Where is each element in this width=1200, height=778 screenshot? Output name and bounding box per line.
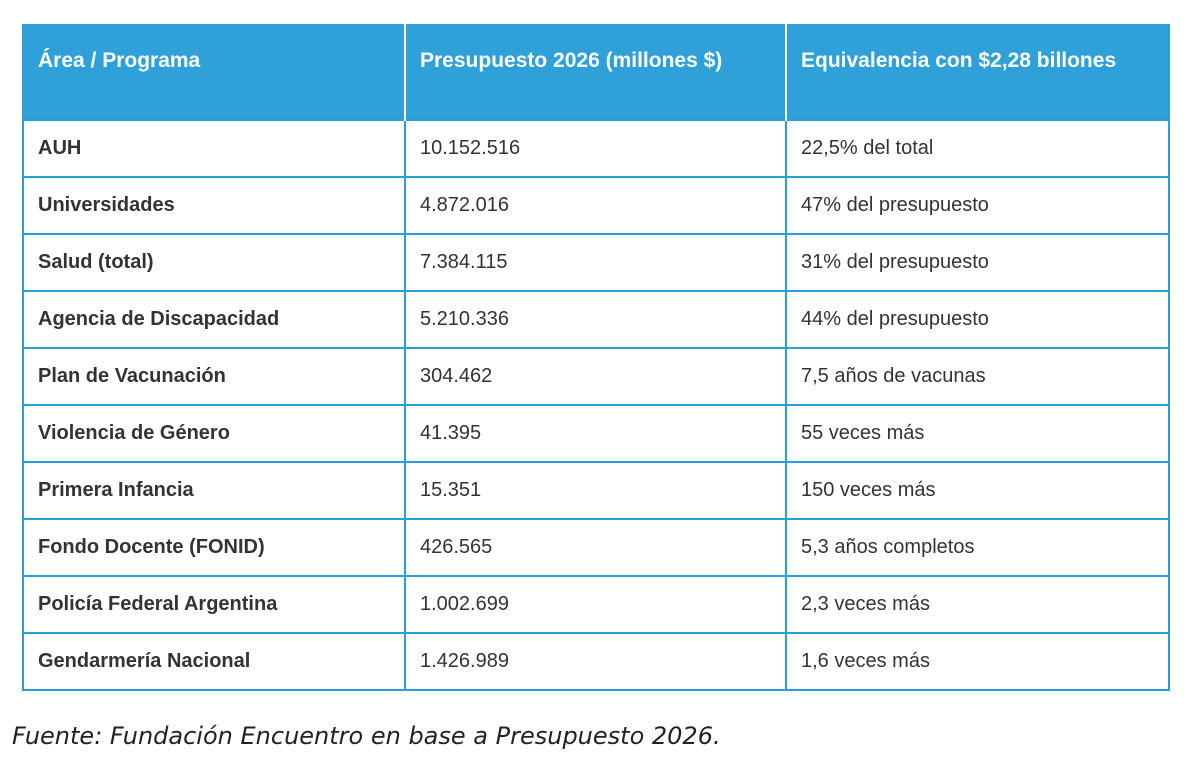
cell-budget: 41.395 — [404, 404, 787, 463]
budget-table-container: Área / Programa Presupuesto 2026 (millon… — [22, 24, 1170, 691]
cell-area: Primera Infancia — [22, 461, 406, 520]
cell-equivalence: 47% del presupuesto — [785, 176, 1170, 235]
cell-area: Fondo Docente (FONID) — [22, 518, 406, 577]
source-note: Fuente: Fundación Encuentro en base a Pr… — [12, 722, 721, 750]
cell-equivalence: 1,6 veces más — [785, 632, 1170, 691]
cell-budget: 1.002.699 — [404, 575, 787, 634]
table-row: Violencia de Género 41.395 55 veces más — [22, 404, 1170, 463]
cell-budget: 4.872.016 — [404, 176, 787, 235]
table-row: Policía Federal Argentina 1.002.699 2,3 ve… — [22, 575, 1170, 634]
table-row: Gendarmería Nacional 1.426.989 1,6 veces m… — [22, 632, 1170, 691]
cell-area: Gendarmería Nacional — [22, 632, 406, 691]
cell-area: Agencia de Discapacidad — [22, 290, 406, 349]
cell-budget: 1.426.989 — [404, 632, 787, 691]
cell-budget: 7.384.115 — [404, 233, 787, 292]
cell-equivalence: 31% del presupuesto — [785, 233, 1170, 292]
cell-budget: 304.462 — [404, 347, 787, 406]
table-row: Plan de Vacunación 304.462 7,5 años de vac… — [22, 347, 1170, 406]
header-area: Área / Programa — [22, 24, 406, 120]
cell-budget: 5.210.336 — [404, 290, 787, 349]
table-row: Primera Infancia 15.351 150 veces más — [22, 461, 1170, 520]
cell-equivalence: 44% del presupuesto — [785, 290, 1170, 349]
cell-equivalence: 150 veces más — [785, 461, 1170, 520]
table-header: Área / Programa Presupuesto 2026 (millon… — [22, 24, 1170, 120]
table-row: Salud (total) 7.384.115 31% del presupuest… — [22, 233, 1170, 292]
table-row: Fondo Docente (FONID) 426.565 5,3 años com… — [22, 518, 1170, 577]
table-row: AUH 10.152.516 22,5% del total — [22, 119, 1170, 178]
table-row: Agencia de Discapacidad 5.210.336 44% del … — [22, 290, 1170, 349]
header-equivalence: Equivalencia con $2,28 billones — [785, 24, 1170, 120]
cell-equivalence: 2,3 veces más — [785, 575, 1170, 634]
header-row: Área / Programa Presupuesto 2026 (millon… — [22, 24, 1170, 120]
cell-area: Violencia de Género — [22, 404, 406, 463]
budget-table: Área / Programa Presupuesto 2026 (millon… — [22, 24, 1170, 691]
cell-equivalence: 22,5% del total — [785, 119, 1170, 178]
cell-budget: 426.565 — [404, 518, 787, 577]
table-row: Universidades 4.872.016 47% del presupuest… — [22, 176, 1170, 235]
cell-equivalence: 5,3 años completos — [785, 518, 1170, 577]
cell-area: Universidades — [22, 176, 406, 235]
cell-area: Policía Federal Argentina — [22, 575, 406, 634]
cell-area: Plan de Vacunación — [22, 347, 406, 406]
table-body: AUH 10.152.516 22,5% del total Universidade… — [22, 119, 1170, 691]
cell-equivalence: 7,5 años de vacunas — [785, 347, 1170, 406]
cell-budget: 10.152.516 — [404, 119, 787, 178]
cell-budget: 15.351 — [404, 461, 787, 520]
cell-area: Salud (total) — [22, 233, 406, 292]
header-budget: Presupuesto 2026 (millones $) — [404, 24, 787, 120]
cell-area: AUH — [22, 119, 406, 178]
cell-equivalence: 55 veces más — [785, 404, 1170, 463]
